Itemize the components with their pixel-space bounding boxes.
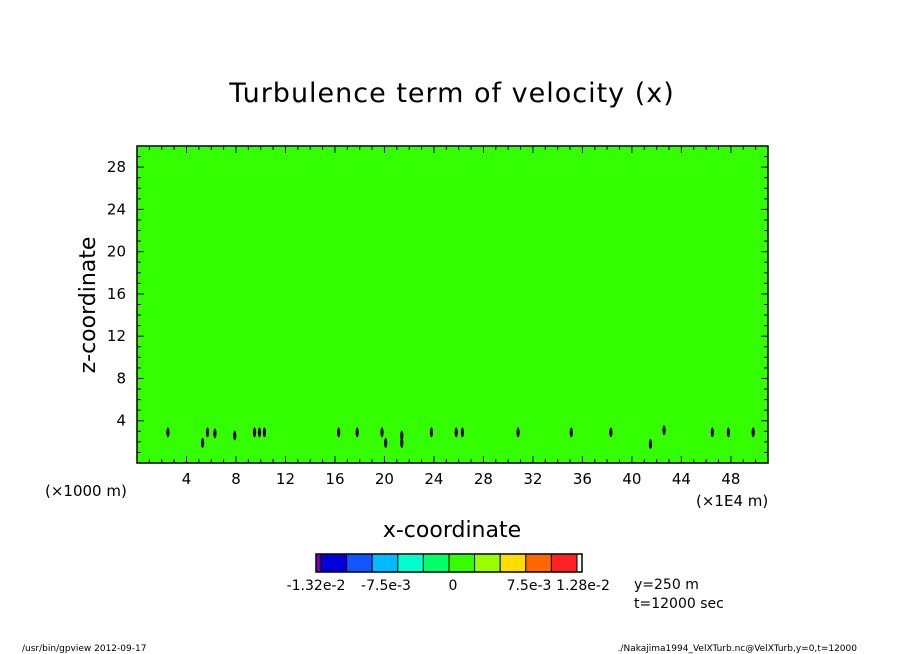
x-tick-label: 8 <box>231 470 241 488</box>
contour-mark-1 <box>200 437 205 448</box>
colorbar-label: 7.5e-3 <box>507 578 552 594</box>
y-tick-label: 4 <box>116 412 126 430</box>
x-tick-label: 44 <box>672 470 691 488</box>
contour-mark-14 <box>429 427 434 438</box>
y-tick-label: 12 <box>107 327 126 345</box>
colorbar-box-2 <box>346 553 373 573</box>
contour-mark-3 <box>213 428 217 439</box>
x-axis-unit: (×1000 m) <box>45 482 127 500</box>
colorbar-label: 0 <box>449 578 458 594</box>
x-tick-label: 16 <box>325 470 344 488</box>
x-tick-label: 24 <box>424 470 443 488</box>
contour-mark-20 <box>648 438 653 449</box>
x-tick-label: 48 <box>721 470 740 488</box>
contour-mark-18 <box>569 427 573 438</box>
colorbar-label: 1.28e-2 <box>556 578 610 594</box>
y-position-annotation: y=250 m <box>634 577 699 593</box>
contour-mark-9 <box>355 427 359 438</box>
contour-mark-6 <box>257 427 262 438</box>
contour-mark-7 <box>262 427 267 438</box>
contour-mark-21 <box>662 425 666 436</box>
x-tick-label: 20 <box>375 470 394 488</box>
colorbar-box-3 <box>371 553 399 573</box>
chart-title: Turbulence term of velocity (x) <box>228 78 675 109</box>
x-tick-label: 36 <box>573 470 592 488</box>
contour-mark-22 <box>710 427 714 438</box>
contour-mark-19 <box>609 427 613 438</box>
colorbar-box-4 <box>397 553 424 573</box>
contour-marks <box>166 425 755 449</box>
x-tick-label: 40 <box>622 470 641 488</box>
colorbar-label: -7.5e-3 <box>361 578 411 594</box>
colorbar-frame <box>315 553 583 573</box>
contour-mark-16 <box>460 427 464 438</box>
footer-left: /usr/bin/gpview 2012-09-17 <box>22 644 146 654</box>
x-tick-label: 28 <box>474 470 493 488</box>
contour-mark-4 <box>233 430 237 441</box>
colorbar-box-10 <box>550 553 578 573</box>
x-tick-label: 4 <box>182 470 192 488</box>
y-tick-label: 16 <box>107 285 126 303</box>
contour-mark-15 <box>454 427 458 438</box>
colorbar-box-9 <box>525 553 552 573</box>
y-tick-label: 24 <box>107 200 126 218</box>
y-axis-ticks: 4 8 12 16 20 24 28 <box>107 156 768 453</box>
y-axis-label: z-coordinate <box>76 237 101 374</box>
x-tick-label: 12 <box>276 470 295 488</box>
colorbar-box-5 <box>422 553 450 573</box>
time-annotation: t=12000 sec <box>634 596 724 612</box>
footer-right: ./Nakajima1994_VelXTurb.nc@VelXTurb,y=0,… <box>618 644 858 654</box>
contour-mark-5 <box>252 427 257 438</box>
colorbar <box>315 553 583 573</box>
x-tick-label: 32 <box>523 470 542 488</box>
contour-mark-12 <box>400 430 404 441</box>
plot-field <box>137 146 768 463</box>
contour-mark-11 <box>384 437 388 448</box>
x-axis-scale-note: (×1E4 m) <box>696 492 768 510</box>
y-tick-label: 8 <box>116 369 126 387</box>
x-axis-label: x-coordinate <box>383 518 521 543</box>
contour-mark-0 <box>166 427 170 438</box>
contour-mark-10 <box>380 427 384 438</box>
x-axis-ticks: 4 8 12 16 20 24 28 32 36 40 44 48 <box>148 146 757 488</box>
contour-mark-24 <box>751 427 755 438</box>
colorbar-box-1 <box>320 553 348 573</box>
colorbar-label: -1.32e-2 <box>287 578 346 594</box>
colorbar-box-6 <box>448 553 476 573</box>
colorbar-box-7 <box>474 553 501 573</box>
contour-mark-8 <box>337 427 341 438</box>
y-tick-label: 20 <box>107 243 126 261</box>
contour-mark-17 <box>516 427 520 438</box>
contour-mark-13 <box>400 437 404 448</box>
y-tick-label: 28 <box>107 158 126 176</box>
contour-mark-23 <box>726 427 731 438</box>
contour-mark-2 <box>205 427 210 438</box>
colorbar-labels: -1.32e-2 -7.5e-3 0 7.5e-3 1.28e-2 <box>287 578 610 594</box>
colorbar-box-8 <box>499 553 527 573</box>
